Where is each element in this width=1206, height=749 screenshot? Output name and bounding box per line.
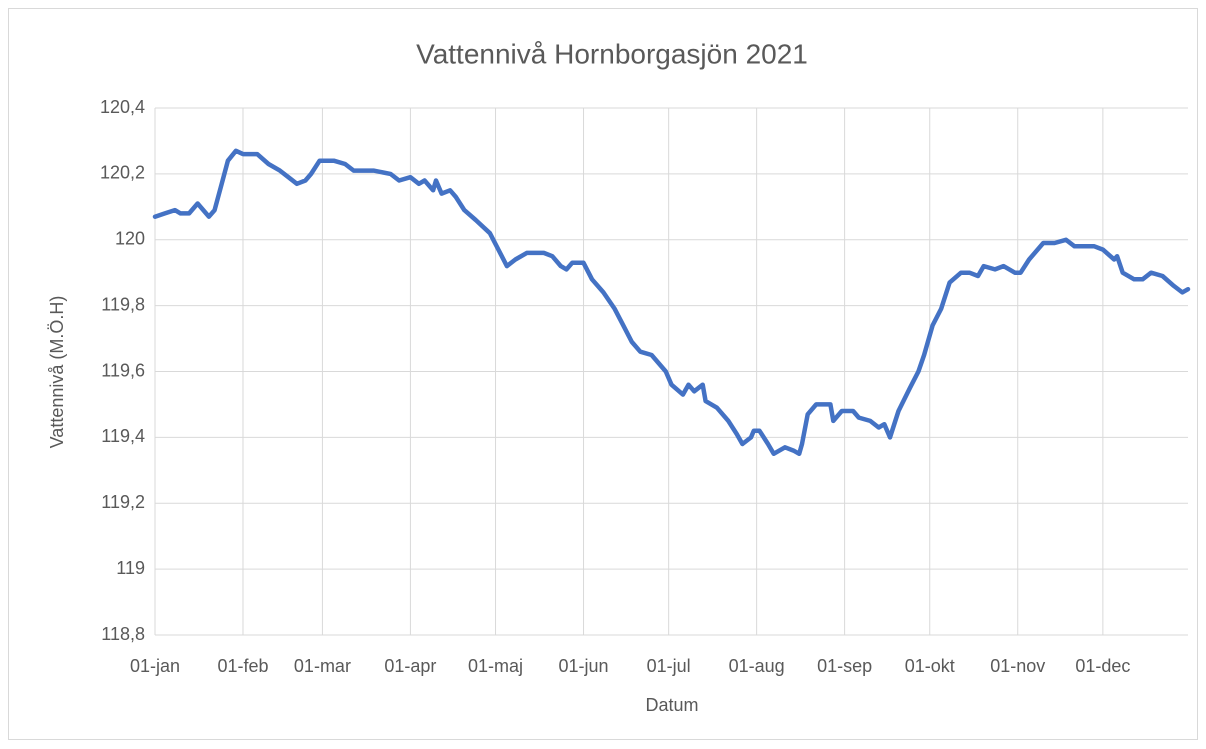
x-tick-label: 01-aug	[729, 656, 785, 676]
y-tick-label: 119	[116, 558, 145, 578]
y-tick-label: 120,2	[100, 163, 145, 183]
y-tick-label: 120	[115, 229, 145, 249]
x-tick-label: 01-dec	[1075, 656, 1130, 676]
y-tick-label: 119,4	[101, 426, 145, 446]
x-axis-label: Datum	[645, 695, 698, 715]
y-tick-label: 118,8	[101, 624, 145, 644]
x-tick-label: 01-jul	[647, 656, 691, 676]
y-axis-label: Vattennivå (M.Ö.H)	[47, 296, 67, 449]
y-tick-label: 119,8	[101, 294, 145, 314]
y-tick-label: 119,2	[101, 492, 145, 512]
x-tick-label: 01-jan	[130, 656, 180, 676]
chart-title: Vattennivå Hornborgasjön 2021	[416, 38, 808, 69]
x-tick-label: 01-mar	[294, 656, 351, 676]
x-tick-label: 01-jun	[559, 656, 609, 676]
y-tick-label: 120,4	[100, 97, 145, 117]
x-tick-label: 01-apr	[384, 656, 436, 676]
x-tick-label: 01-nov	[990, 656, 1045, 676]
x-tick-label: 01-feb	[217, 656, 268, 676]
data-line	[152, 148, 1191, 457]
x-tick-label: 01-okt	[905, 656, 955, 676]
chart-border	[8, 8, 1198, 740]
x-tick-label: 01-sep	[817, 656, 872, 676]
x-tick-label: 01-maj	[468, 656, 523, 676]
y-tick-label: 119,6	[101, 360, 145, 380]
